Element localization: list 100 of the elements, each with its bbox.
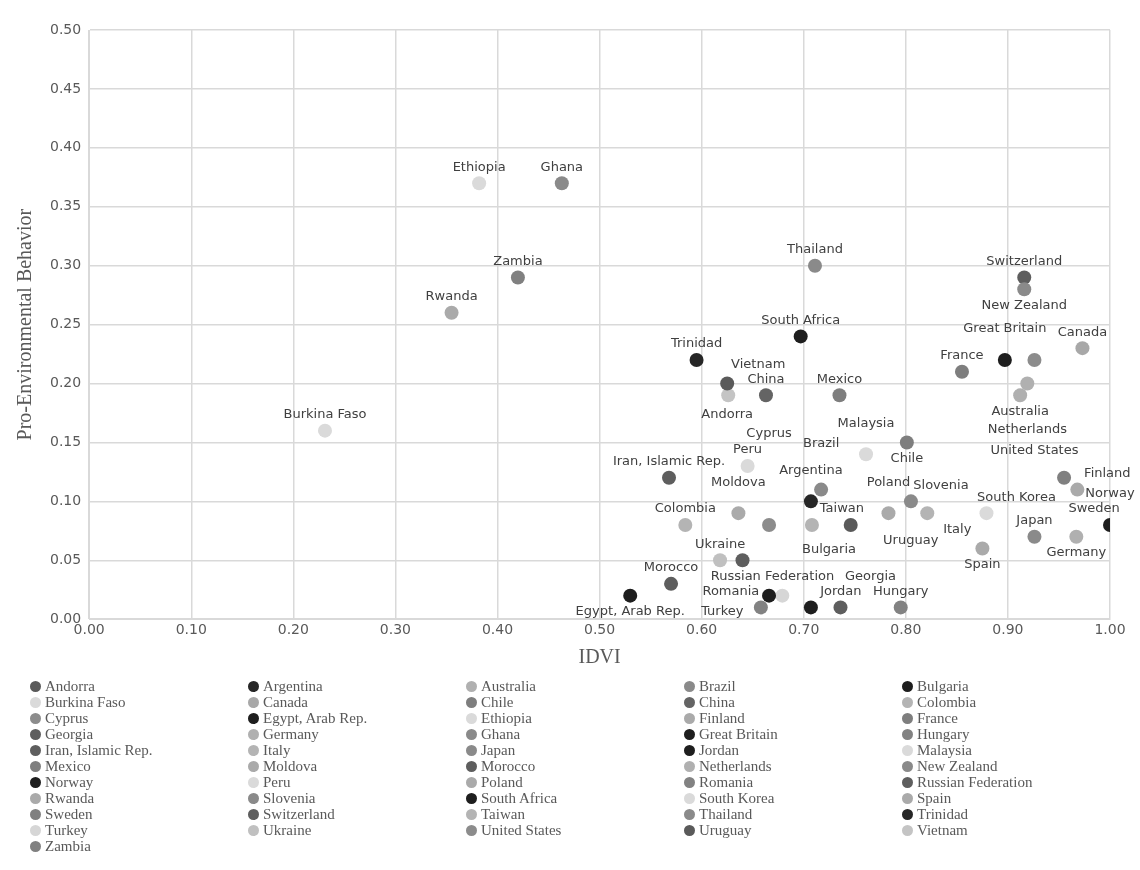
legend-label: United States <box>481 822 562 838</box>
text: Chile <box>890 449 924 465</box>
text: Ukraine <box>694 535 746 551</box>
text: Malaysia <box>837 414 895 430</box>
legend-label: Uruguay <box>699 822 752 838</box>
legend-label: Jordan <box>699 742 739 758</box>
point <box>1017 270 1032 285</box>
point <box>623 588 638 603</box>
legend-label: Georgia <box>45 726 94 742</box>
legend-label: Malaysia <box>917 742 972 758</box>
text: Poland <box>866 473 911 489</box>
x-tick-label: 0.90 <box>992 621 1024 638</box>
legend-label: Andorra <box>45 678 95 694</box>
text: Romania <box>702 582 760 598</box>
point <box>843 517 858 532</box>
y-tick-label: 0.10 <box>50 492 82 508</box>
text: Georgia <box>845 567 896 583</box>
legend-label: Zambia <box>45 838 91 854</box>
legend-label: Italy <box>263 742 291 758</box>
legend-label: Peru <box>263 774 291 790</box>
point <box>678 517 693 532</box>
point <box>472 176 487 191</box>
point <box>664 576 679 591</box>
point <box>803 494 818 509</box>
text: Colombia <box>654 500 716 516</box>
text: Uruguay <box>883 532 939 548</box>
legend-label: Egypt, Arab Rep. <box>263 710 368 726</box>
legend-label: Colombia <box>917 694 977 710</box>
point <box>833 600 848 615</box>
legend-label: South Korea <box>699 790 775 806</box>
text: Canada <box>1057 323 1108 339</box>
legend-label: Japan <box>481 742 516 758</box>
text: South Korea <box>977 488 1056 504</box>
text: Ethiopia <box>452 158 506 174</box>
point <box>893 600 908 615</box>
legend-label: Trinidad <box>917 806 969 822</box>
point <box>832 388 847 403</box>
legend-label: France <box>917 710 958 726</box>
text: Hungary <box>872 582 929 598</box>
point <box>975 541 990 556</box>
point <box>979 506 994 521</box>
point <box>954 364 969 379</box>
y-tick-label: 0.50 <box>50 20 82 37</box>
x-tick-label: 0.80 <box>890 621 922 638</box>
point <box>1069 529 1084 544</box>
text: Norway <box>1085 485 1135 501</box>
point <box>1017 282 1032 297</box>
point <box>793 329 808 344</box>
text: Ghana <box>540 158 584 174</box>
legend-label: Burkina Faso <box>45 694 126 710</box>
text: Japan <box>1016 512 1053 528</box>
point <box>1057 470 1072 485</box>
legend-label: Australia <box>481 678 536 694</box>
y-tick-label: 0.20 <box>50 374 82 391</box>
point <box>762 588 777 603</box>
text: Argentina <box>779 461 843 477</box>
text: Burkina Faso <box>283 406 367 422</box>
point <box>803 600 818 615</box>
legend-label: China <box>699 694 735 710</box>
legend-label: Spain <box>917 790 952 806</box>
text: Taiwan <box>819 500 865 516</box>
point <box>997 352 1012 367</box>
x-tick-label: 1.00 <box>1094 621 1126 638</box>
text: Netherlands <box>987 420 1067 436</box>
text: Turkey <box>701 603 744 619</box>
legend-label: Brazil <box>699 678 736 694</box>
point <box>1075 341 1090 356</box>
legend-label: Ukraine <box>263 822 312 838</box>
point <box>1013 388 1028 403</box>
legend-label: New Zealand <box>917 758 998 774</box>
point <box>1020 376 1035 391</box>
text: Vietnam <box>731 355 786 371</box>
point <box>899 435 914 450</box>
legend-label: Vietnam <box>917 822 968 838</box>
legend-label: Finland <box>699 710 745 726</box>
point <box>721 388 736 403</box>
point <box>1070 482 1085 497</box>
legend-label: Netherlands <box>699 758 772 774</box>
y-tick-label: 0.40 <box>50 138 82 155</box>
x-tick-label: 0.30 <box>379 621 412 638</box>
legend-label: Romania <box>699 774 754 790</box>
text: Germany <box>1046 544 1107 560</box>
text: South Africa <box>761 311 841 327</box>
y-tick-label: 0.25 <box>50 315 82 332</box>
point <box>689 352 704 367</box>
legend-label: Turkey <box>45 822 88 838</box>
legend-label: Chile <box>481 694 514 710</box>
point <box>1027 529 1042 544</box>
legend-label: Taiwan <box>481 806 525 822</box>
point <box>775 588 790 603</box>
text: Rwanda <box>425 288 478 304</box>
text: Russian Federation <box>710 567 835 583</box>
point <box>762 517 777 532</box>
y-tick-label: 0.30 <box>50 256 82 273</box>
legend-label: Sweden <box>45 806 93 822</box>
legend-label: Norway <box>45 774 94 790</box>
legend-label: Mexico <box>45 758 91 774</box>
legend-label: Ethiopia <box>481 710 532 726</box>
legend-label: Russian Federation <box>917 774 1033 790</box>
y-tick-label: 0.05 <box>50 550 82 567</box>
